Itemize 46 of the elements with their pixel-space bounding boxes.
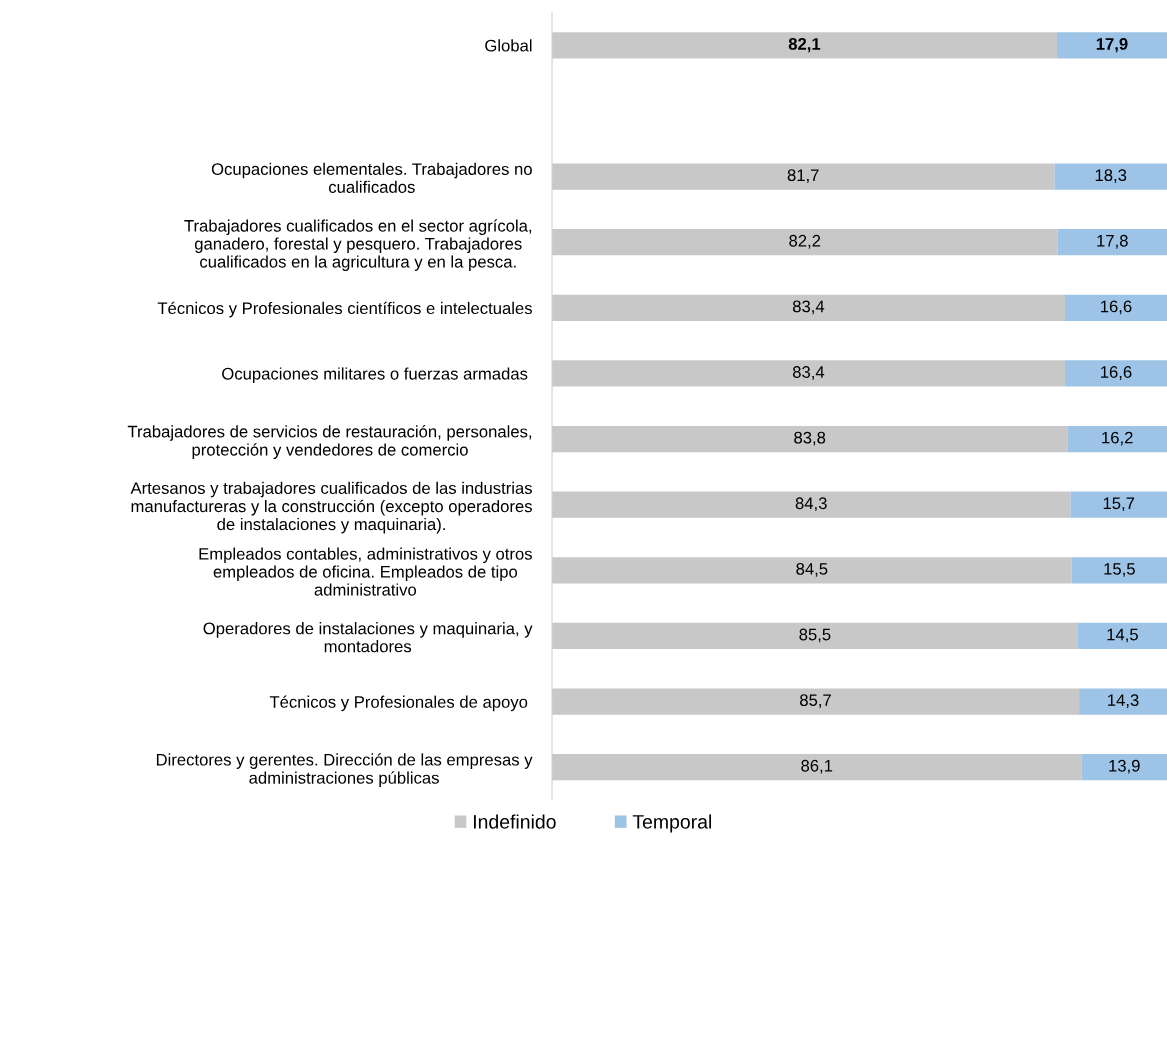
bar [1054,163,1167,190]
y-tick-label: Técnicos y Profesionales científicos e intelectuales [157,301,532,318]
data-label: 83,8 [794,431,826,446]
data-label: 83,4 [792,300,825,315]
y-tick-label: Directores y gerentes. Dirección de las empresas y administraciones públicas [156,753,533,788]
bar [1079,688,1167,715]
data-label: 17,9 [1096,38,1128,53]
data-label: 85,7 [800,694,831,708]
data-label: 84,5 [796,562,828,577]
data-label: 81,7 [787,169,819,184]
y-tick-label: Ocupaciones elementales. Trabajadores no cualificados [211,162,532,193]
bar [1056,32,1167,59]
bar [1081,754,1167,781]
data-label: 14,5 [1107,628,1138,643]
data-label: 15,7 [1103,497,1135,512]
data-label: 83,4 [792,366,825,380]
bar [1071,557,1167,584]
data-label: 14,3 [1108,694,1139,708]
data-label: 16,6 [1101,300,1132,315]
legend-label: Indefinido [473,814,556,829]
data-label: 84,3 [795,497,827,512]
bar [1064,360,1167,387]
y-tick-label: Técnicos y Profesionales de apoyo [269,695,528,712]
data-label: 82,1 [788,38,821,53]
data-label: 16,6 [1101,366,1132,380]
bar [1070,491,1167,518]
y-tick-label: Operadores de instalaciones y maquinaria, y montadores [203,622,533,653]
bar [1057,229,1167,256]
data-label: 85,5 [799,628,831,643]
data-label: 86,1 [801,759,833,774]
y-tick-label: Trabajadores cualificados en el sector agrícola, ganadero, forestal y pesquero. Trabajadores cualificados en la agricultura y en la pesca. [184,219,532,271]
bar [1067,425,1167,453]
data-label: 18,3 [1095,169,1127,184]
y-tick-label: Empleados contables, administrativos y otros empleados de oficina. Empleados de tipo administrativo [199,547,532,596]
bar [1077,622,1167,650]
data-label: 17,8 [1097,234,1128,249]
data-label: 82,2 [789,234,821,249]
y-tick-label: Trabajadores de servicios de restauración, personales, protección y vendedores de comercio [127,425,532,459]
y-tick-label: Ocupaciones militares o fuerzas armadas [222,367,528,383]
data-label: 15,5 [1104,563,1135,577]
y-tick-label: Global [485,39,532,52]
y-tick-label: Artesanos y trabajadores cualificados de las industrias manufactureras y la construcción (excepto operadores de instalaciones y maquinaria). [130,481,532,534]
data-label: 16,2 [1102,431,1133,446]
data-label: 13,9 [1109,759,1140,774]
legend-label: Temporal [632,814,712,833]
bar [1064,294,1167,321]
